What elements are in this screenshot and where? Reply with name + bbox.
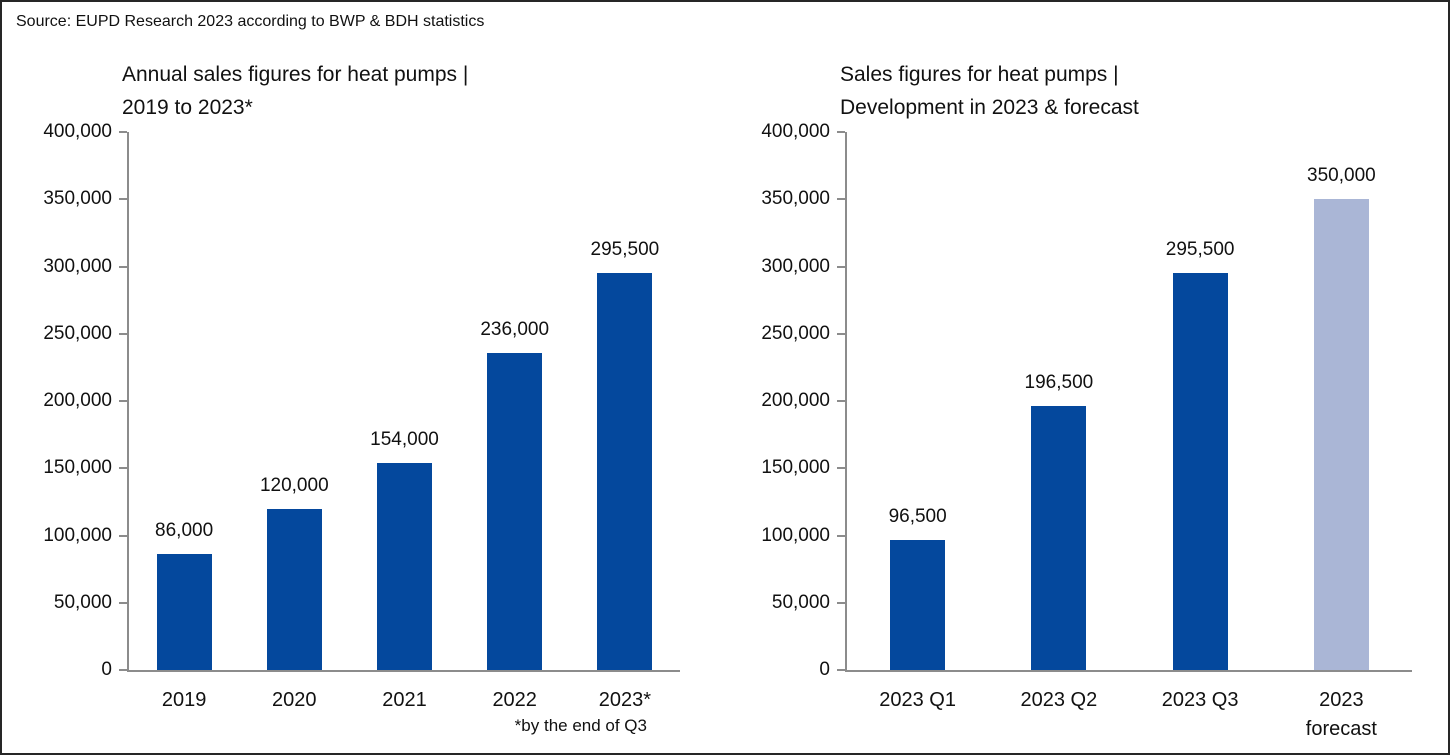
y-axis-tick [119,265,127,268]
bar-value-label: 96,500 [888,506,947,528]
y-axis-tick [837,332,845,335]
bar [377,462,432,670]
y-tick-label: 50,000 [53,591,112,613]
y-tick-label: 0 [101,659,112,680]
y-axis-tick [837,198,845,201]
y-tick-label: 150,000 [761,457,830,479]
y-tick-label: 200,000 [761,390,830,411]
y-tick-label: 400,000 [43,121,112,142]
y-tick-label: 250,000 [43,322,112,344]
y-axis-tick [837,669,845,671]
x-category-label: 2023 Q3 [1161,689,1239,711]
bar-value-label: 295,500 [1165,238,1235,260]
y-tick-label: 400,000 [761,121,830,142]
y-tick-label: 350,000 [43,188,112,210]
bar-value-label: 196,500 [1024,371,1094,393]
x-category-label: 2019 [161,689,207,711]
y-axis-tick [837,601,845,604]
x-category-label: 2020 [272,689,317,711]
y-tick-label: 350,000 [761,188,830,210]
bar-value-label: 295,500 [590,238,660,260]
bar [597,272,653,670]
y-tick-label: 200,000 [43,390,112,411]
bar [1313,199,1369,670]
y-tick-label: 250,000 [761,322,830,344]
y-axis-tick [119,131,127,133]
bar-value-label: 350,000 [1307,165,1376,187]
x-category-label: 2023 Q1 [879,689,956,711]
y-axis-tick [119,467,127,470]
bar-value-label: 154,000 [370,428,439,450]
x-category-label: 2023* [598,689,652,711]
x-axis-line [127,670,680,672]
y-tick-label: 300,000 [43,255,112,277]
bar [487,352,543,670]
y-axis-tick [837,131,845,133]
y-axis-tick [837,265,845,268]
y-axis-tick [837,534,845,537]
y-tick-label: 150,000 [43,457,112,479]
chart-title: Sales figures for heat pumps | Developme… [840,63,1139,119]
y-axis-tick [119,601,127,604]
bar [1031,405,1087,670]
y-axis-tick [119,400,127,402]
y-axis-tick [837,467,845,470]
y-tick-label: 300,000 [761,255,830,277]
y-axis-tick [119,534,127,537]
bar [1172,272,1228,670]
y-axis-line [127,132,129,672]
bar-value-label: 236,000 [480,318,550,340]
y-axis-tick [837,400,845,402]
bar-value-label: 86,000 [155,520,214,542]
bar-value-label: 120,000 [259,474,329,496]
bar [266,508,322,670]
source-text: Source: EUPD Research 2023 according to … [16,13,485,30]
y-axis-tick [119,198,127,201]
x-category-label: 2023 Q2 [1020,689,1098,711]
y-axis-line [845,132,847,672]
chart-title: Annual sales figures for heat pumps | 20… [122,63,469,119]
chart-footnote: *by the end of Q3 [514,716,647,735]
bar [156,554,212,670]
x-axis-line [845,670,1412,672]
y-axis-tick [119,332,127,335]
y-tick-label: 100,000 [761,524,830,546]
bar [890,540,946,670]
y-tick-label: 100,000 [43,524,112,546]
y-tick-label: 50,000 [771,591,830,613]
x-category-label: 2021 [382,689,427,711]
y-tick-label: 0 [819,659,830,680]
x-category-label: 2023 forecast [1305,689,1377,740]
x-category-label: 2022 [492,689,537,711]
y-axis-tick [119,669,127,671]
